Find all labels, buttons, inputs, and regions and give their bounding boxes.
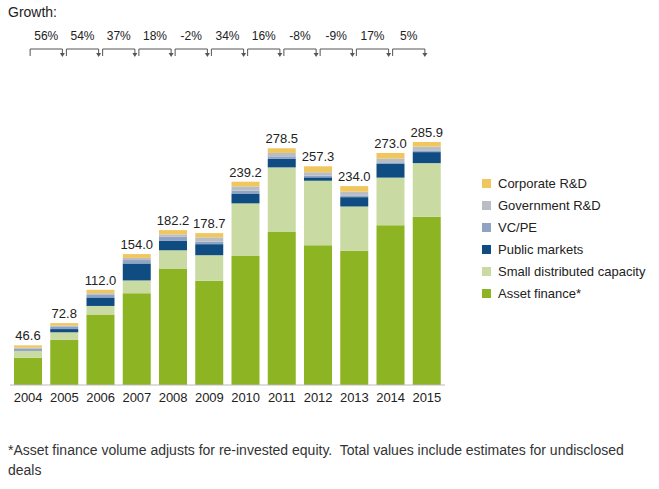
svg-text:2005: 2005: [50, 390, 79, 405]
html-text:Asset finance*: Asset finance*: [498, 285, 582, 301]
svg-text:2013: 2013: [340, 390, 369, 405]
html-text:Government R&D: Government R&D: [498, 197, 601, 213]
svg-text:34%: 34%: [215, 29, 239, 43]
svg-text:-9%: -9%: [326, 29, 348, 43]
svg-text:2012: 2012: [304, 390, 333, 405]
svg-text:239.2: 239.2: [229, 165, 262, 180]
svg-text:2006: 2006: [86, 390, 115, 405]
svg-text:2015: 2015: [412, 390, 441, 405]
svg-text:2007: 2007: [122, 390, 151, 405]
svg-text:2004: 2004: [14, 390, 43, 405]
svg-text:72.8: 72.8: [52, 306, 77, 321]
svg-text:2011: 2011: [268, 390, 296, 405]
svg-text:56%: 56%: [34, 29, 58, 43]
svg-text:5%: 5%: [400, 29, 418, 43]
svg-text:182.2: 182.2: [157, 213, 190, 228]
svg-text:234.0: 234.0: [338, 169, 371, 184]
svg-text:285.9: 285.9: [410, 125, 443, 140]
html-text:Growth:: Growth:: [8, 4, 57, 20]
html-text:*Asset finance volume adjusts: *Asset finance volume adjusts for re-inv…: [8, 442, 628, 478]
html-text:Public markets: Public markets: [498, 241, 584, 257]
svg-text:2008: 2008: [159, 390, 188, 405]
html-text:Small distributed capacity: Small distributed capacity: [498, 263, 646, 279]
svg-text:273.0: 273.0: [374, 136, 407, 151]
svg-text:-2%: -2%: [181, 29, 203, 43]
svg-text:112.0: 112.0: [85, 273, 117, 288]
svg-text:37%: 37%: [107, 29, 131, 43]
html-text:VC/PE: VC/PE: [498, 219, 537, 235]
html-text:Corporate R&D: Corporate R&D: [498, 175, 587, 191]
svg-text:46.6: 46.6: [15, 328, 40, 343]
svg-text:2009: 2009: [195, 390, 224, 405]
svg-text:178.7: 178.7: [193, 216, 226, 231]
svg-text:17%: 17%: [360, 29, 384, 43]
svg-text:54%: 54%: [70, 29, 94, 43]
svg-text:18%: 18%: [143, 29, 167, 43]
svg-text:154.0: 154.0: [120, 237, 153, 252]
svg-text:278.5: 278.5: [265, 131, 298, 146]
svg-text:-8%: -8%: [289, 29, 311, 43]
svg-text:2014: 2014: [376, 390, 405, 405]
svg-text:16%: 16%: [252, 29, 276, 43]
svg-text:257.3: 257.3: [302, 149, 335, 164]
svg-text:2010: 2010: [231, 390, 260, 405]
